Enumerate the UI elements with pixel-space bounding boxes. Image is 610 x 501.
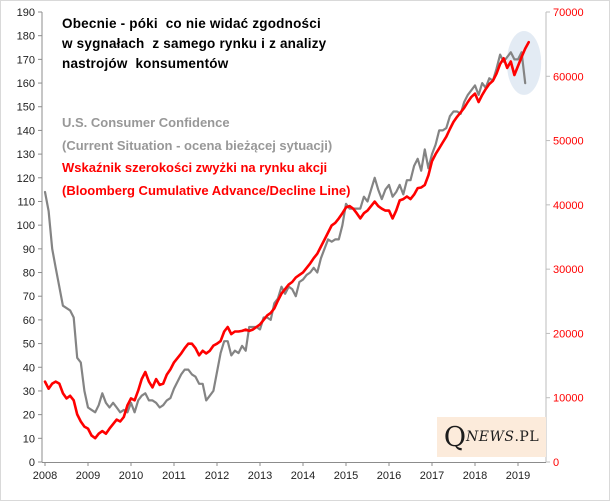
x-axis-tick-label: 2012 [205, 470, 229, 482]
y-axis-left-tick-label: 0 [29, 457, 35, 469]
y-axis-right-tick-label: 30000 [553, 264, 584, 276]
y-axis-left-tick-label: 130 [17, 149, 35, 161]
y-axis-left-tick-label: 20 [23, 410, 35, 422]
legend-consumer-confidence: U.S. Consumer Confidence (Current Situat… [62, 115, 333, 153]
advance-decline-line [43, 40, 531, 440]
y-axis-right-tick-label: 70000 [553, 7, 584, 19]
chart-annotation: Obecnie - póki co nie widać zgodności w … [62, 16, 327, 71]
x-axis-tick-label: 2011 [162, 470, 186, 482]
y-axis-left-tick-label: 180 [17, 31, 35, 43]
logo-news: NEWS [466, 429, 515, 445]
y-axis-left-tick-label: 80 [23, 268, 35, 280]
y-axis-right-tick-label: 60000 [553, 71, 584, 83]
x-axis-tick-label: 2015 [334, 470, 358, 482]
logo-q: Q [443, 421, 466, 453]
y-axis-left-tick-label: 170 [17, 54, 35, 66]
y-axis-left-tick-label: 110 [17, 196, 35, 208]
y-axis-left-tick-label: 190 [17, 7, 35, 19]
x-axis-tick-label: 2018 [463, 470, 487, 482]
y-axis-right-tick-label: 40000 [553, 200, 584, 212]
y-axis-left-tick-label: 160 [17, 78, 35, 90]
y-axis-right-tick-label: 0 [553, 457, 559, 469]
qnews-logo: Q NEWS .PL [437, 417, 546, 457]
x-axis-tick-label: 2019 [506, 470, 530, 482]
y-axis-right-tick-label: 10000 [553, 393, 584, 405]
y-axis-left-tick-label: 100 [17, 220, 35, 232]
highlight-ellipse [506, 30, 542, 95]
y-axis-left-tick-label: 60 [23, 315, 35, 327]
x-axis-tick-label: 2017 [420, 470, 444, 482]
x-axis-tick-label: 2013 [248, 470, 272, 482]
y-axis-left-tick-label: 120 [17, 173, 35, 185]
x-axis-tick-label: 2010 [119, 470, 143, 482]
x-axis-tick-label: 2009 [76, 470, 100, 482]
x-axis-tick-label: 2014 [291, 470, 315, 482]
y-axis-left-tick-label: 150 [17, 102, 35, 114]
y-axis-left-tick-label: 50 [23, 339, 35, 351]
logo-pl: .PL [514, 429, 540, 445]
x-axis-tick-label: 2008 [33, 470, 57, 482]
y-axis-right-tick-label: 50000 [553, 136, 584, 148]
y-axis-left-tick-label: 90 [23, 244, 35, 256]
x-axis-tick-label: 2016 [377, 470, 401, 482]
y-axis-left-tick-label: 140 [17, 125, 35, 137]
legend-advance-decline-line: Wskaźnik szerokości zwyżki na rynku akcj… [62, 160, 351, 198]
y-axis-left-tick-label: 40 [23, 362, 35, 374]
y-axis-left-tick-label: 70 [23, 291, 35, 303]
y-axis-right-tick-label: 20000 [553, 328, 584, 340]
y-axis-left-tick-label: 30 [23, 386, 35, 398]
y-axis-left-tick-label: 10 [23, 433, 35, 445]
